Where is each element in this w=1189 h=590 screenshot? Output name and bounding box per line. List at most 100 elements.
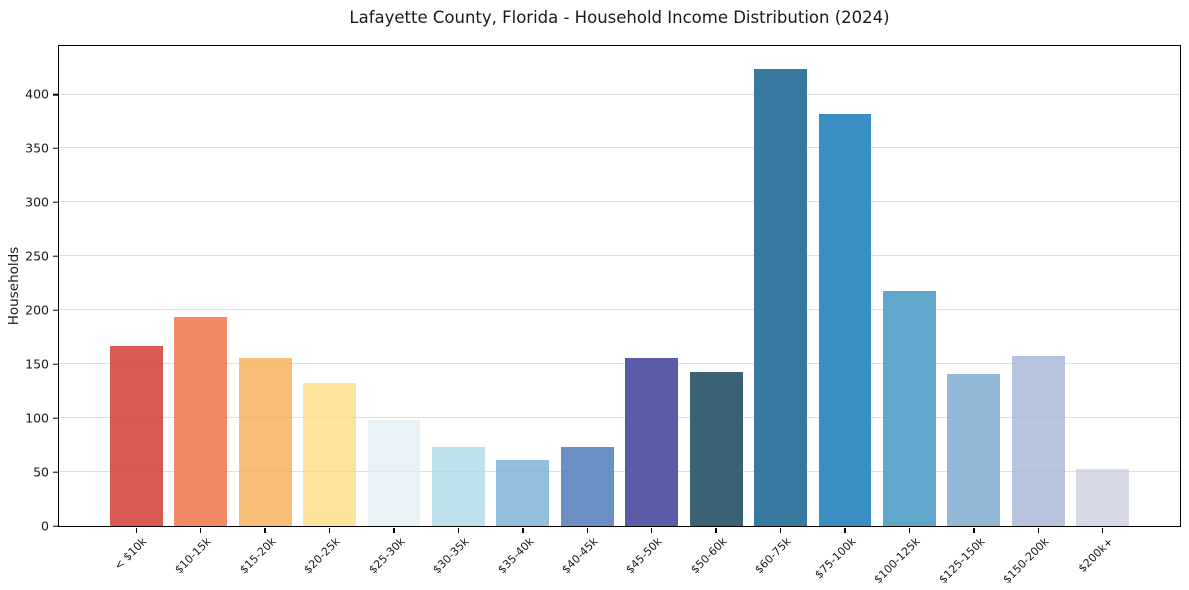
y-tick-mark-200 (52, 309, 58, 311)
x-tick-mark-8 (586, 527, 588, 533)
y-tick-mark-250 (52, 255, 58, 258)
bar-40-45k (560, 447, 614, 526)
y-tick-mark-100 (52, 417, 58, 419)
bar-10-15k (174, 316, 228, 526)
bar-slot-13: $100-125k (872, 46, 941, 586)
y-axis-label: Households (6, 246, 22, 326)
bar-35-40k (496, 460, 550, 526)
bar-60-75k (754, 68, 807, 526)
y-tick-mark-350 (52, 147, 58, 150)
gridline-overlay-y50 (59, 471, 1180, 473)
x-tick-mark-7 (522, 527, 524, 533)
gridline-overlay-y400 (59, 93, 1180, 95)
x-tick-mark-4 (328, 527, 331, 533)
bar-slot-2: $10-15k (168, 46, 232, 576)
bar-30-35k (431, 447, 485, 526)
y-tick-mark-300 (52, 201, 58, 204)
bar-slot-15: $150-200k (1000, 46, 1070, 586)
x-tick-mark-10 (715, 527, 717, 533)
x-tick-label-6: $30-35k (430, 535, 472, 577)
bar-200k (1076, 468, 1130, 526)
bar-150-200k (1011, 355, 1065, 526)
x-tick-label-2: $10-15k (172, 535, 214, 577)
bar-25-30k (367, 420, 421, 526)
gridline-y300 (59, 201, 1180, 203)
x-tick-label-11: $60-75k (752, 535, 794, 577)
bar-15-20k (238, 357, 292, 526)
x-tick-mark-16 (1102, 527, 1104, 533)
x-tick-mark-2 (199, 527, 202, 533)
x-tick-label-8: $40-45k (559, 535, 601, 577)
gridline-y350 (59, 147, 1180, 149)
y-tick-label-200: 200 (25, 302, 49, 318)
y-tick-label-300: 300 (25, 194, 49, 210)
x-tick-mark-12 (844, 527, 846, 533)
y-tick-mark-400 (52, 93, 58, 96)
bar-125-150k (947, 373, 1001, 526)
gridline-y50 (59, 471, 1180, 473)
bar-slot-10: $50-60k (684, 46, 748, 576)
bar-75-100k (818, 113, 872, 526)
y-tick-label-150: 150 (25, 355, 49, 371)
x-tick-label-12: $75-100k (812, 535, 859, 582)
x-tick-mark-15 (1037, 527, 1040, 533)
bar-slot-12: $75-100k (812, 46, 877, 581)
x-tick-label-10: $50-60k (688, 535, 730, 577)
bar-slot-16: $200k+ (1071, 46, 1135, 575)
y-tick-label-350: 350 (25, 140, 49, 156)
bar-slot-4: $20-25k (297, 46, 361, 576)
bar-100-125k (883, 290, 936, 526)
bar-slot-6: $30-35k (426, 46, 490, 576)
x-tick-label-3: $15-20k (237, 535, 279, 577)
bar-10k (109, 345, 163, 526)
bar-slot-5: $25-30k (362, 46, 426, 576)
x-tick-mark-11 (779, 527, 782, 533)
y-tick-mark-0 (52, 525, 58, 527)
x-tick-label-4: $20-25k (301, 535, 343, 577)
x-tick-mark-6 (457, 527, 460, 533)
gridline-overlay-y350 (59, 147, 1180, 149)
x-tick-label-5: $25-30k (365, 535, 408, 577)
gridline-y200 (59, 309, 1180, 311)
x-tick-mark-3 (264, 527, 266, 533)
bar-slot-9: $45-50k (620, 46, 684, 576)
y-tick-label-0: 0 (41, 517, 49, 533)
plot-area: 0 50 100 150 200 250 300 350 400 < $10k $10-15k $1… (25, 45, 1181, 586)
gridline-overlay-y150 (59, 363, 1180, 365)
x-tick-mark-9 (651, 527, 653, 533)
bar-slot-8: $40-45k (555, 46, 619, 576)
x-tick-label-13: $100-125k (871, 535, 923, 587)
gridline-y100 (59, 417, 1180, 419)
bar-20-25k (303, 382, 356, 526)
bar-50-60k (689, 371, 743, 526)
y-tick-mark-50 (52, 471, 58, 473)
x-tick-label-15: $150-200k (1000, 535, 1052, 587)
gridline-y150 (59, 363, 1180, 365)
bar-slot-7: $35-40k (491, 46, 555, 576)
x-tick-mark-5 (393, 527, 395, 533)
bar-slot-11: $60-75k (748, 46, 812, 576)
bar-slot-14: $125-150k (936, 46, 1006, 586)
bar-45-50k (625, 357, 679, 526)
y-tick-label-250: 250 (25, 248, 49, 264)
x-tick-label-1: < $10k (111, 535, 150, 573)
gridline-y400 (59, 93, 1180, 95)
bars-row: < $10k $10-15k $15-20k $20-25k $25-30k $30-35… (59, 46, 1180, 586)
gridline-overlay-y100 (59, 417, 1180, 419)
x-tick-mark-13 (908, 527, 911, 533)
gridline-y250 (59, 255, 1180, 257)
x-tick-mark-14 (973, 527, 975, 533)
gridline-overlay-y250 (59, 255, 1180, 257)
x-tick-label-7: $35-40k (494, 535, 537, 577)
y-tick-label-400: 400 (25, 86, 49, 102)
bar-slot-3: $15-20k (233, 46, 297, 576)
x-tick-label-16: $200k+ (1075, 535, 1116, 576)
y-tick-label-100: 100 (25, 409, 49, 425)
y-tick-mark-150 (52, 363, 58, 365)
gridline-overlay-y200 (59, 309, 1180, 311)
x-tick-label-14: $125-150k (935, 535, 988, 587)
chart-title: Lafayette County, Florida - Household In… (349, 8, 890, 27)
gridline-overlay-y300 (59, 201, 1180, 203)
x-tick-label-9: $45-50k (623, 535, 665, 577)
